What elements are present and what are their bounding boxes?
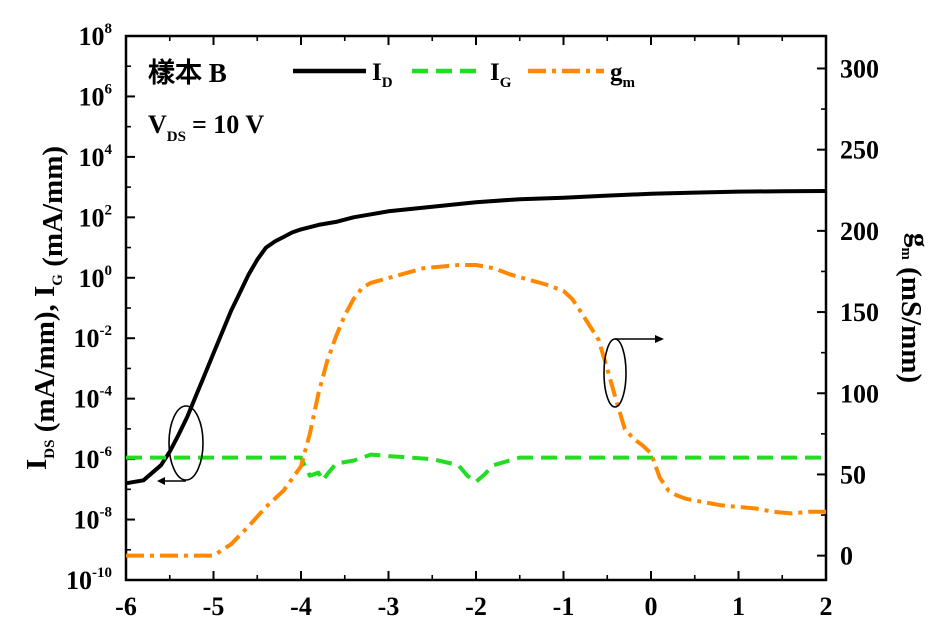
axis-title-part: DS [42, 440, 58, 459]
x-tick-label: 0 [645, 592, 658, 621]
right-y-tick-label: 250 [840, 136, 879, 165]
right-y-tick-label: 100 [840, 379, 879, 408]
left-y-tick-label: 104 [79, 142, 113, 172]
vds-sub: DS [167, 129, 186, 145]
legend-label-gm: gm [610, 59, 636, 91]
left-y-axis-title: IDS (mA/mm), IG (mA/mm) [21, 146, 69, 470]
right-y-axis: 0 50 100 150 200 250 300 [817, 54, 879, 571]
series-line-i-g [126, 452, 826, 484]
left-y-tick-label: 10-6 [74, 444, 113, 474]
x-tick-label: -6 [115, 592, 137, 621]
left-y-tick-label: 106 [79, 81, 113, 111]
vds-main: V [148, 110, 167, 139]
left-y-axis: 10-10 10-8 10-6 10-4 10-2 100 102 104 106 108 [66, 21, 135, 595]
left-y-tick-label: 100 [79, 263, 113, 293]
axis-title-part: m [898, 247, 914, 260]
series-group [125, 189, 827, 558]
x-tick-label: -2 [465, 592, 487, 621]
x-tick-label: 2 [820, 592, 833, 621]
right-y-tick-label: 50 [840, 460, 866, 489]
right-y-tick-label: 0 [840, 542, 853, 571]
right-y-axis-title: gm (mS/mm) [895, 233, 935, 383]
axis-title-part: g [903, 233, 935, 248]
axis-title-part: (mS/mm) [895, 260, 927, 383]
vds-annotation: VDS = 10 V [148, 110, 264, 145]
sample-label: 樣本 B [148, 58, 227, 88]
left-y-tick-label: 10-8 [74, 505, 113, 535]
x-tick-label: -5 [203, 592, 225, 621]
x-tick-label: 1 [732, 592, 745, 621]
left-y-tick-label: 108 [79, 21, 113, 51]
legend-label-id: ID [372, 59, 393, 91]
legend-label-ig: IG [490, 59, 512, 91]
left-y-tick-label: 10-2 [74, 323, 113, 353]
left-axis-indicator-arrowhead [157, 477, 165, 485]
left-y-tick-label: 10-10 [66, 565, 112, 595]
axis-title-part: G [50, 274, 66, 286]
x-tick-label: -1 [553, 592, 575, 621]
axis-title-part: I [21, 459, 53, 470]
axis-title-part: (mA/mm), I [29, 286, 61, 440]
left-axis-indicator-ellipse [168, 405, 204, 481]
series-line-g-m [126, 263, 826, 558]
left-y-tick-label: 10-4 [74, 384, 113, 414]
right-axis-indicator-arrowhead [655, 335, 664, 343]
x-axis: -6 -5 -4 -3 -2 -1 0 1 2 [115, 36, 833, 621]
left-y-tick-label: 102 [79, 202, 113, 232]
vds-value: = 10 V [192, 110, 264, 139]
right-y-tick-label: 150 [840, 298, 879, 327]
x-tick-label: -4 [290, 592, 312, 621]
x-tick-label: -3 [378, 592, 400, 621]
legend: ID IG gm [293, 59, 636, 91]
series-line-i-d [125, 189, 827, 486]
right-y-tick-label: 200 [840, 217, 879, 246]
axis-title-part: (mA/mm) [37, 146, 69, 274]
right-y-tick-label: 300 [840, 54, 879, 83]
